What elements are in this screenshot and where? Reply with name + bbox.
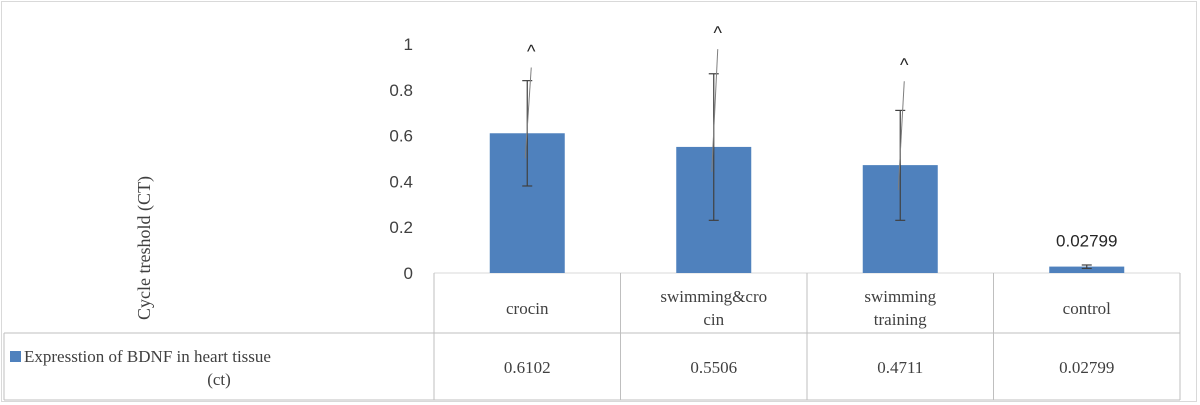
bars	[489, 73, 1125, 273]
table-category-label: crocin	[506, 299, 549, 318]
table-value-cell: 0.5506	[690, 358, 737, 377]
y-tick-label: 0.6	[389, 127, 413, 146]
annotation-caret: ^	[527, 41, 536, 61]
legend-series-name: (ct)	[207, 370, 231, 389]
table-value-cell: 0.02799	[1059, 358, 1114, 377]
y-tick-label: 0.2	[389, 218, 413, 237]
annotation-leader-line	[897, 81, 905, 191]
y-tick-label: 0	[404, 264, 413, 283]
y-axis: 0 0.2 0.4 0.6 0.8 1	[389, 35, 413, 283]
table-category-label: swimming&cro	[660, 287, 767, 306]
annotation-caret: ^	[714, 23, 723, 43]
annotation-leader-line	[524, 67, 532, 159]
y-tick-label: 0.8	[389, 81, 413, 100]
bar	[1049, 266, 1125, 273]
y-axis-title: Cycle treshold (CT)	[134, 176, 155, 320]
annotations: ^ ^ ^ 0.02799	[524, 23, 1117, 251]
table-value-cell: 0.6102	[504, 358, 551, 377]
table-category-label: cin	[703, 310, 724, 329]
table-value-cell: 0.4711	[877, 358, 923, 377]
y-tick-label: 1	[404, 35, 413, 54]
table-category-label: swimming	[864, 287, 936, 306]
legend-series-name: Expresstion of BDNF in heart tissue	[24, 347, 271, 366]
annotation-caret: ^	[900, 55, 909, 75]
data-table: crocin swimming&cro cin swimming training con…	[3, 273, 1181, 401]
data-label: 0.02799	[1056, 232, 1117, 251]
table-category-label: control	[1063, 299, 1111, 318]
annotation-leader-line	[711, 49, 719, 172]
table-category-label: training	[874, 310, 927, 329]
y-tick-label: 0.4	[389, 172, 413, 191]
legend-key	[10, 351, 21, 362]
